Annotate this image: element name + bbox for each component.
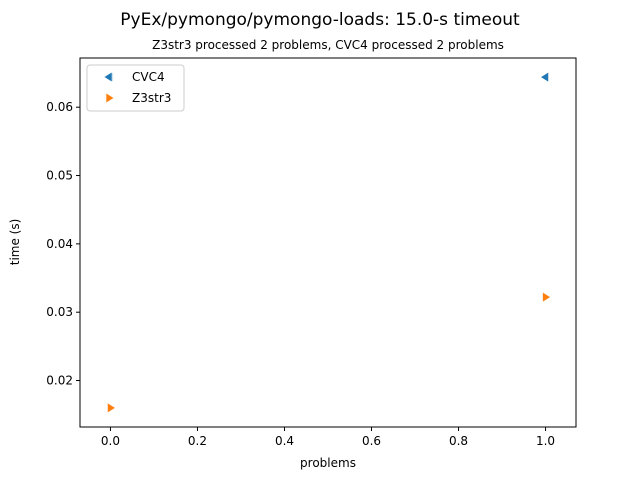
y-tick-label: 0.03	[46, 305, 73, 319]
x-tick-label: 0.8	[449, 434, 468, 448]
x-axis-label: problems	[300, 456, 356, 470]
legend-marker-z3str3	[106, 93, 114, 103]
y-tick-label: 0.02	[46, 374, 73, 388]
y-tick-label: 0.06	[46, 100, 73, 114]
x-axis: 0.0 0.2 0.4 0.6 0.8 1.0	[101, 427, 555, 448]
y-axis: 0.02 0.03 0.04 0.05 0.06	[46, 100, 80, 388]
point-cvc4	[541, 72, 549, 82]
plot-area	[79, 57, 577, 428]
x-tick-label: 0.2	[188, 434, 207, 448]
chart-title: PyEx/pymongo/pymongo-loads: 15.0-s timeo…	[120, 10, 520, 30]
y-tick-label: 0.05	[46, 169, 73, 183]
legend: CVC4 Z3str3	[86, 64, 185, 112]
x-tick-label: 0.4	[275, 434, 294, 448]
legend-marker-cvc4	[104, 72, 112, 82]
chart-subtitle: Z3str3 processed 2 problems, CVC4 proces…	[152, 38, 504, 52]
x-tick-label: 0.0	[101, 434, 120, 448]
y-axis-label: time (s)	[8, 219, 22, 266]
x-tick-label: 1.0	[536, 434, 555, 448]
y-tick-label: 0.04	[46, 237, 73, 251]
legend-label-z3str3: Z3str3	[132, 91, 171, 105]
point-z3str3	[107, 403, 115, 413]
legend-label-cvc4: CVC4	[132, 70, 165, 84]
point-z3str3	[542, 292, 551, 302]
x-tick-label: 0.6	[362, 434, 381, 448]
